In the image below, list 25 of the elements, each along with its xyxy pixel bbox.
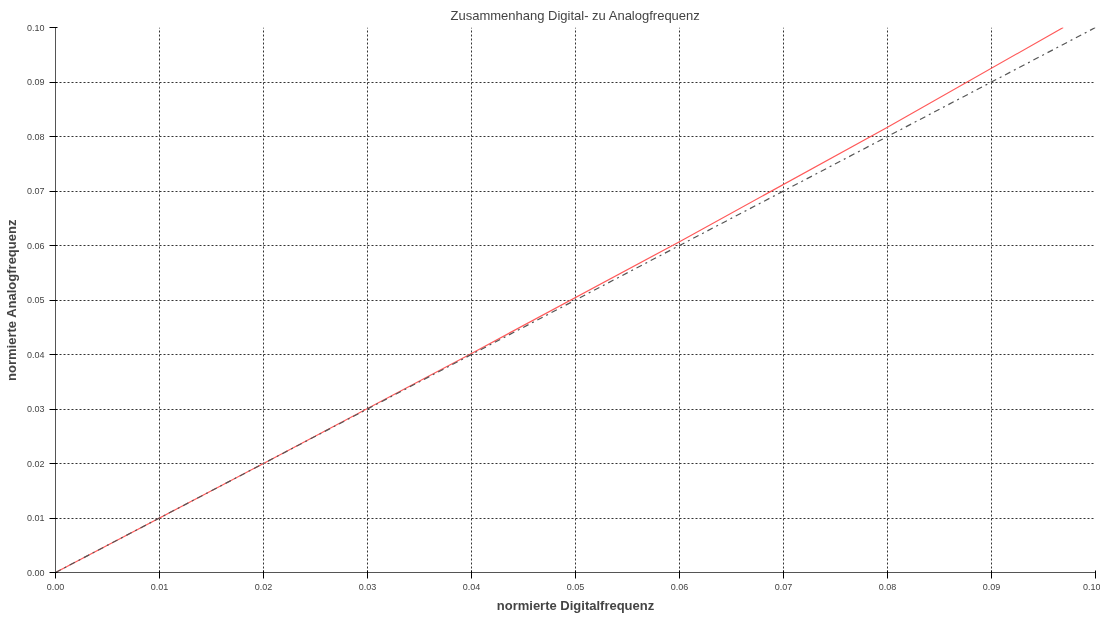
x-tick-label: 0.10 bbox=[1082, 581, 1101, 592]
x-tick-label: 0.07 bbox=[774, 581, 793, 592]
x-tick-label: 0.08 bbox=[878, 581, 897, 592]
x-tick-label: 0.06 bbox=[670, 581, 689, 592]
y-tick-label: 0.08 bbox=[26, 131, 45, 142]
y-tick-label: 0.06 bbox=[26, 240, 45, 251]
y-tick-label: 0.09 bbox=[26, 77, 45, 87]
y-tick-label: 0.05 bbox=[26, 295, 45, 305]
chart-title: Zusammenhang Digital- zu Analogfrequenz bbox=[450, 7, 700, 23]
y-tick-label: 0.04 bbox=[26, 349, 45, 360]
x-tick-label: 0.03 bbox=[358, 581, 377, 592]
x-tick-label: 0.01 bbox=[150, 581, 169, 592]
x-tick-label: 0.02 bbox=[254, 581, 273, 592]
y-tick-label: 0.02 bbox=[26, 458, 45, 469]
y-tick-label: 0.07 bbox=[26, 186, 45, 196]
y-tick-label: 0.03 bbox=[26, 404, 45, 414]
x-tick-label: 0.09 bbox=[982, 581, 1001, 592]
x-tick-label: 0.05 bbox=[566, 581, 585, 592]
y-axis-title: normierte Analogfrequenz bbox=[3, 219, 19, 381]
y-tick-label: 0.01 bbox=[26, 513, 45, 523]
y-tick-label: 0.10 bbox=[26, 22, 45, 33]
x-tick-label: 0.04 bbox=[462, 581, 481, 592]
x-axis-title: normierte Digitalfrequenz bbox=[496, 597, 655, 613]
x-tick-label: 0.00 bbox=[46, 581, 65, 592]
y-tick-label: 0.00 bbox=[26, 567, 45, 578]
